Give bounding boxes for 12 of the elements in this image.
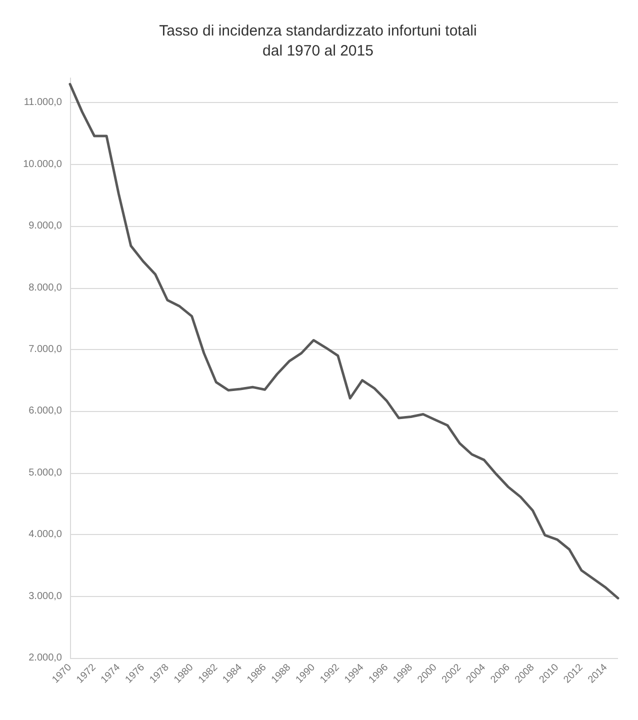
y-tick-label: 2.000,0: [28, 652, 62, 664]
y-tick-label: 5.000,0: [28, 467, 62, 478]
y-tick-label: 10.000,0: [23, 158, 62, 170]
y-tick-label: 4.000,0: [28, 529, 62, 540]
chart-title: Tasso di incidenza standardizzato infortuni totali dal 1970 al 2015: [159, 22, 477, 60]
y-tick-label: 9.000,0: [28, 220, 62, 232]
line-series: [68, 82, 620, 600]
y-tick-label: 8.000,0: [28, 282, 62, 294]
y-tick-label: 11.000,0: [24, 97, 62, 108]
y-tick-label: 6.000,0: [28, 406, 62, 417]
y-tick-label: 7.000,0: [28, 344, 62, 355]
y-tick-label: 3.000,0: [28, 590, 62, 602]
